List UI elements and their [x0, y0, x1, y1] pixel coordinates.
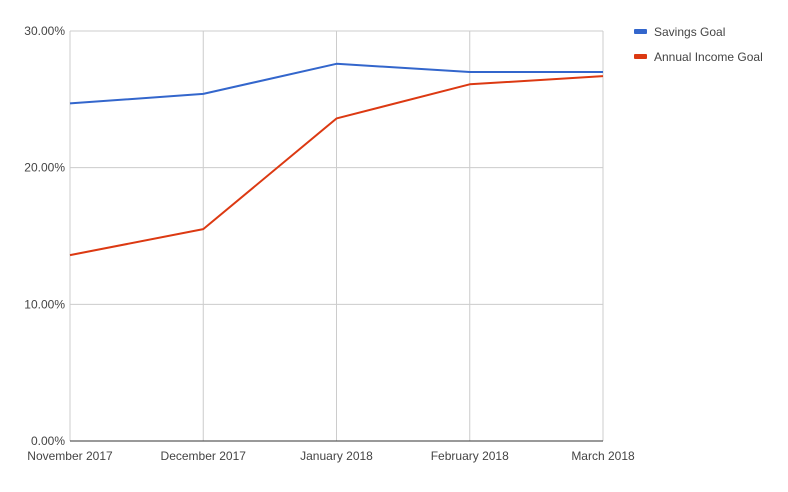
- gridlines: [69, 30, 604, 441]
- x-tick-label: February 2018: [431, 449, 509, 463]
- legend-swatch: [634, 54, 647, 59]
- legend[interactable]: Savings Goal Annual Income Goal: [634, 25, 763, 64]
- y-tick-label: 30.00%: [24, 24, 65, 38]
- y-tick-label: 20.00%: [24, 161, 65, 175]
- y-tick-label: 0.00%: [31, 434, 65, 448]
- axes: 0.00% 10.00% 20.00% 30.00% November 2017 Dece…: [24, 24, 635, 463]
- legend-item-0[interactable]: Savings Goal: [634, 25, 725, 39]
- legend-label: Annual Income Goal: [654, 50, 763, 64]
- series-lines: [69, 62, 604, 257]
- legend-item-1[interactable]: Annual Income Goal: [634, 50, 763, 64]
- x-tick-label: January 2018: [300, 449, 373, 463]
- x-tick-label: December 2017: [161, 449, 247, 463]
- x-tick-label: November 2017: [27, 449, 113, 463]
- x-tick-label: March 2018: [571, 449, 635, 463]
- legend-label: Savings Goal: [654, 25, 725, 39]
- legend-swatch: [634, 29, 647, 34]
- series-line-1: [69, 75, 604, 257]
- series-line-0: [69, 62, 603, 105]
- y-tick-label: 10.00%: [24, 297, 65, 311]
